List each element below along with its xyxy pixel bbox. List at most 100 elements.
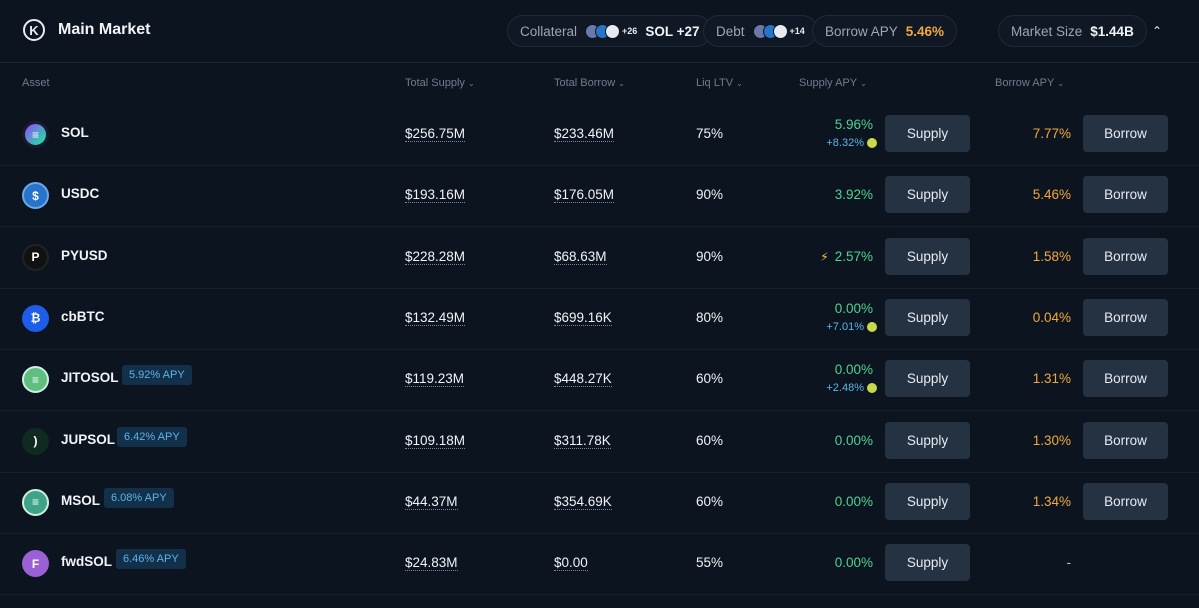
chevron-down-icon: ⌄	[860, 79, 867, 88]
supply-apy-value: 3.92%	[835, 187, 873, 202]
debt-label: Debt	[716, 23, 745, 39]
supply-apy-text: 0.00%	[834, 300, 873, 316]
total-supply-value: $109.18M	[405, 432, 466, 449]
borrow-apy-value: 7.77%	[1032, 126, 1071, 141]
supply-apy-value: 0.00%	[835, 362, 873, 377]
supply-apy-value: 0.00%	[835, 301, 873, 316]
liq-ltv-value: 55%	[696, 555, 724, 571]
borrow-apy-value: 5.46%	[1032, 187, 1071, 203]
borrow-button[interactable]: Borrow	[1083, 237, 1168, 275]
asset-token-icon: $	[22, 182, 49, 210]
borrow-button[interactable]: Borrow	[1083, 360, 1168, 398]
supply-button[interactable]: Supply	[885, 360, 970, 398]
asset-name: JITOSOL	[61, 370, 119, 386]
col-total-supply[interactable]: Total Supply ⌄	[405, 77, 475, 89]
liq-ltv-value: 90%	[696, 187, 724, 203]
total-borrow-value: $233.46M	[554, 126, 615, 142]
supply-apy-text: 5.96%	[834, 117, 873, 132]
borrow-apy-value: 1.31%	[1032, 371, 1071, 387]
supply-button[interactable]: Supply	[885, 298, 970, 336]
reward-token-icon	[867, 321, 877, 332]
supply-apy-value: 0.00%	[835, 433, 873, 448]
asset-name: MSOL	[61, 492, 100, 508]
supply-button[interactable]: Supply	[885, 237, 970, 275]
total-borrow-value: $176.05M	[554, 187, 615, 204]
total-borrow-value: $68.63M	[554, 248, 607, 265]
asset-name: fwdSOL	[61, 554, 112, 570]
col-asset: Asset	[22, 77, 50, 89]
kamino-logo-icon[interactable]: K	[23, 19, 45, 41]
supply-button[interactable]: Supply	[885, 544, 970, 582]
supply-button[interactable]: Supply	[885, 482, 970, 520]
total-supply-value: $132.49M	[405, 309, 466, 326]
col-borrow-apy[interactable]: Borrow APY ⌄	[995, 77, 1064, 89]
asset-token-icon: ≡	[22, 488, 49, 516]
asset-name: SOL	[61, 125, 89, 140]
asset-name: PYUSD	[61, 247, 108, 263]
table-row[interactable]: ≡ SOL $256.75M $233.46M 75% 5.96% +8.32% Supply…	[0, 104, 1199, 166]
collateral-label: Collateral	[520, 23, 578, 39]
supply-boost-text: +8.32%	[826, 137, 864, 149]
staking-apy-badge: 6.46% APY	[116, 549, 186, 570]
market-size-pill[interactable]: Market Size $1.44B	[998, 15, 1147, 47]
table-row[interactable]: ≡ MSOL 6.08% APY $44.37M $354.69K 60% 0.00% Sup…	[0, 472, 1199, 534]
market-size-label: Market Size	[1011, 23, 1083, 39]
borrow-button[interactable]: Borrow	[1083, 482, 1168, 520]
market-size-value: $1.44B	[1090, 23, 1134, 39]
collateral-pill[interactable]: Collateral +26 SOL +27	[507, 15, 713, 47]
staking-apy-badge: 5.92% APY	[122, 365, 192, 386]
borrow-button[interactable]: Borrow	[1083, 421, 1168, 459]
token-icon	[772, 23, 788, 39]
col-supply-apy-label: Supply APY	[799, 77, 858, 89]
col-total-supply-label: Total Supply	[405, 77, 465, 89]
asset-token-icon: F	[22, 550, 49, 578]
liq-ltv-value: 60%	[696, 493, 724, 509]
supply-button[interactable]: Supply	[885, 115, 970, 152]
supply-apy-value: 5.96%	[835, 117, 873, 132]
total-supply-value: $24.83M	[405, 555, 458, 572]
liq-ltv-value: 75%	[696, 126, 724, 141]
asset-token-icon: )	[22, 427, 49, 455]
liq-ltv-value: 60%	[696, 371, 724, 387]
borrow-apy-pill[interactable]: Borrow APY 5.46%	[812, 15, 958, 47]
asset-name: cbBTC	[61, 308, 105, 324]
supply-boost-value: +7.01%	[826, 321, 877, 333]
asset-name: USDC	[61, 186, 100, 202]
total-supply-value: $119.23M	[405, 371, 465, 388]
table-row[interactable]: ≡ JITOSOL 5.92% APY $119.23M $448.27K 60% 0.00…	[0, 349, 1199, 412]
chevron-up-icon[interactable]: ⌃	[1151, 24, 1163, 38]
supply-apy-value: ⚡ 2.57%	[820, 249, 873, 264]
borrow-button[interactable]: Borrow	[1083, 176, 1168, 214]
total-supply-value: $256.75M	[405, 126, 466, 142]
supply-button[interactable]: Supply	[885, 176, 970, 214]
asset-token-icon: ≡	[22, 366, 49, 394]
col-liq-ltv-label: Liq LTV	[696, 77, 734, 89]
table-row[interactable]: P PYUSD $228.28M $68.63M 90% ⚡ 2.57% Supply 1.58…	[0, 227, 1199, 289]
debt-stack-count: +14	[789, 26, 805, 36]
borrow-button[interactable]: Borrow	[1083, 115, 1168, 152]
collateral-token-stack: +26	[585, 23, 638, 39]
liq-ltv-value: 60%	[696, 432, 724, 448]
chevron-down-icon: ⌄	[467, 79, 475, 88]
col-total-borrow-label: Total Borrow	[554, 77, 616, 89]
reward-token-icon	[867, 138, 877, 148]
chevron-down-icon: ⌄	[618, 79, 625, 88]
collateral-stack-count: +26	[622, 26, 638, 36]
total-borrow-value: $448.27K	[554, 371, 612, 388]
asset-name: JUPSOL	[61, 431, 116, 447]
total-supply-value: $44.37M	[405, 493, 458, 510]
table-row[interactable]: ) JUPSOL 6.42% APY $109.18M $311.78K 60% 0.00%…	[0, 411, 1199, 473]
col-total-borrow[interactable]: Total Borrow ⌄	[554, 77, 625, 89]
supply-button[interactable]: Supply	[885, 421, 970, 459]
debt-token-stack: +14	[752, 23, 805, 39]
col-liq-ltv[interactable]: Liq LTV ⌄	[696, 77, 743, 89]
total-borrow-value: $354.69K	[554, 493, 612, 510]
table-row[interactable]: ₿ cbBTC $132.49M $699.16K 80% 0.00% +7.01% Supp…	[0, 288, 1199, 350]
table-row[interactable]: $ USDC $193.16M $176.05M 90% 3.92% Supply 5.46%…	[0, 165, 1199, 228]
asset-token-icon: ≡	[22, 121, 49, 148]
debt-pill[interactable]: Debt +14	[703, 15, 818, 47]
total-borrow-value: $311.78K	[554, 432, 611, 449]
borrow-button[interactable]: Borrow	[1083, 298, 1168, 336]
col-supply-apy[interactable]: Supply APY ⌄	[799, 77, 867, 89]
